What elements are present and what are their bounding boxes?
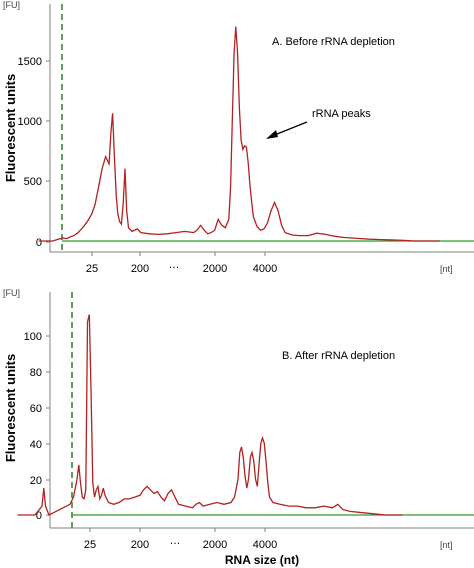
panel-a-y-ticks: 0 500 1000 1500 — [18, 56, 50, 249]
rrna-peaks-arrow-shaft — [271, 121, 308, 137]
panel-b-trace — [17, 314, 403, 516]
panel-b-x-tick-25: 25 — [84, 539, 96, 551]
panel-a-x-tick-4000: 4000 — [253, 263, 277, 275]
panel-a-x-ticks: 25 200 … 2000 4000 [nt] — [86, 252, 453, 275]
panel-b-x-tick-4000: 4000 — [253, 539, 277, 551]
panel-a-y-tick-0: 0 — [36, 237, 42, 249]
panel-a-x-tick-25: 25 — [86, 263, 98, 275]
rrna-peaks-label: rRNA peaks — [312, 108, 371, 120]
panel-b-y-unit: [FU] — [3, 288, 20, 298]
x-axis-label: RNA size (nt) — [225, 553, 299, 567]
panel-b-title: B. After rRNA depletion — [282, 350, 395, 362]
panel-a-y-tick-1000: 1000 — [18, 116, 42, 128]
panel-b-x-tick-200: 200 — [131, 539, 149, 551]
panel-a: [FU] Fluorescent units 0 500 1000 1500 2… — [3, 0, 474, 275]
panel-a-x-tick-2000: 2000 — [203, 263, 227, 275]
panel-a-trace — [38, 26, 440, 242]
panel-b-y-tick-60: 60 — [30, 403, 42, 415]
panel-a-axis-break: … — [169, 259, 180, 271]
panel-b-y-tick-80: 80 — [30, 367, 42, 379]
panel-b-axis-break: … — [170, 535, 181, 547]
panel-a-x-unit: [nt] — [440, 264, 453, 274]
panel-b-x-unit: [nt] — [440, 540, 453, 550]
panel-b-y-ticks: 0 20 40 60 80 100 — [24, 331, 50, 522]
panel-b-y-tick-40: 40 — [30, 439, 42, 451]
panel-b: [FU] Fluorescent units 0 20 40 60 80 100… — [3, 288, 474, 567]
panel-a-y-axis-label: Fluorescent units — [3, 74, 18, 182]
rrna-peaks-arrowhead — [266, 130, 278, 139]
panel-b-y-tick-100: 100 — [24, 331, 42, 343]
panel-b-x-tick-2000: 2000 — [203, 539, 227, 551]
panel-a-x-tick-200: 200 — [131, 263, 149, 275]
panel-b-y-axis-label: Fluorescent units — [3, 354, 18, 462]
panel-a-y-tick-1500: 1500 — [18, 56, 42, 68]
panel-a-y-tick-500: 500 — [24, 176, 42, 188]
panel-b-y-tick-0: 0 — [36, 510, 42, 522]
panel-a-title: A. Before rRNA depletion — [272, 36, 395, 48]
panel-b-y-tick-20: 20 — [30, 475, 42, 487]
panel-b-x-ticks: 25 200 … 2000 4000 [nt] — [84, 528, 453, 551]
panel-a-y-unit: [FU] — [3, 0, 20, 10]
